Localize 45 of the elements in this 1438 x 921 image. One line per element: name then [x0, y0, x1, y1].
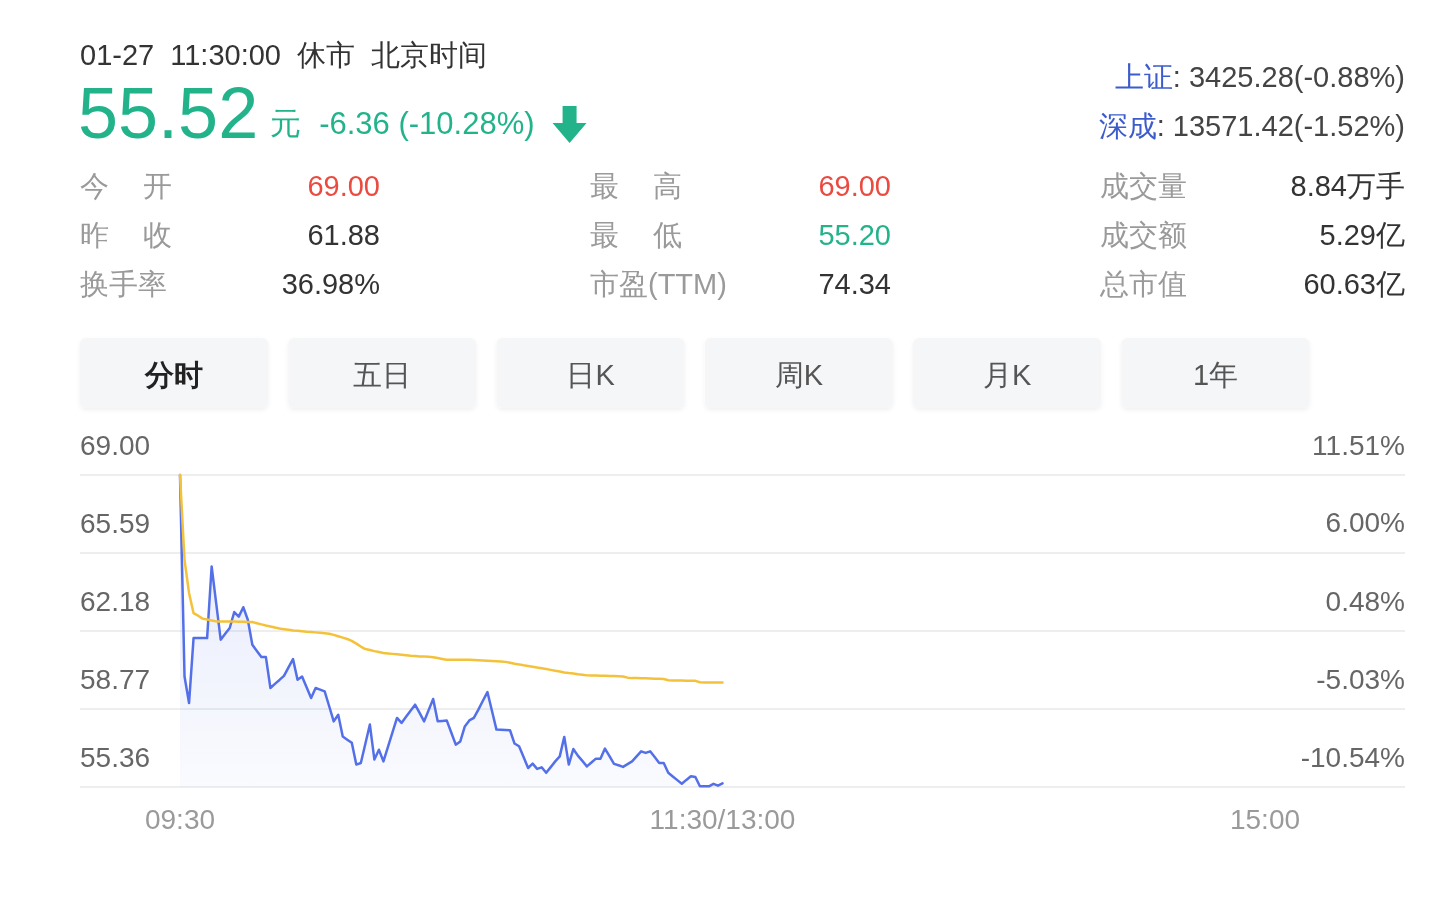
- text: 成交量: [1100, 170, 1187, 202]
- text: 36.98%: [281, 268, 380, 300]
- text: 分时: [144, 359, 203, 391]
- text: 换手率: [80, 268, 167, 300]
- text: 周K: [774, 359, 824, 391]
- text: 总市值: [1099, 268, 1187, 300]
- y-tick-label: 58.77: [80, 663, 151, 695]
- text: 1年: [1192, 359, 1239, 391]
- text: -6.36 (-10.28%): [319, 105, 535, 141]
- text: 五日: [353, 359, 412, 391]
- x-tick-label: 15:00: [1229, 803, 1301, 835]
- text: 55.52: [78, 73, 259, 153]
- y2-tick-label: -5.03%: [1316, 663, 1405, 695]
- text: 8.84万手: [1290, 170, 1405, 202]
- y2-tick-label: -10.54%: [1300, 741, 1405, 773]
- text: : 13571.42(-1.52%): [1156, 110, 1405, 142]
- text: 55.20: [818, 219, 891, 251]
- text: 最 高: [590, 170, 683, 202]
- y-tick-label: 55.36: [80, 741, 151, 773]
- y-tick-label: 62.18: [80, 585, 151, 617]
- text: 5.29亿: [1319, 219, 1405, 251]
- y2-tick-label: 0.48%: [1325, 585, 1405, 617]
- text: 69.00: [307, 170, 380, 202]
- text: 今 开: [80, 170, 173, 202]
- text: 60.63亿: [1303, 268, 1405, 300]
- text: 上证: [1114, 61, 1173, 93]
- y2-tick-label: 11.51%: [1312, 429, 1405, 461]
- y-tick-label: 65.59: [80, 507, 151, 539]
- text: 元: [270, 105, 302, 141]
- text: 昨 收: [80, 219, 173, 251]
- text: 日K: [566, 359, 616, 391]
- text: 市盈(TTM): [590, 268, 727, 300]
- y-tick-label: 69.00: [80, 429, 151, 461]
- text: 61.88: [307, 219, 380, 251]
- x-tick-label: 11:30/13:00: [649, 803, 796, 835]
- chart-title: 01-27 11:30:00 休市 北京时间: [80, 39, 488, 71]
- x-tick-label: 09:30: [144, 803, 216, 835]
- text: : 3425.28(-0.88%): [1172, 61, 1405, 93]
- text: 月K: [983, 359, 1033, 391]
- text: 成交额: [1100, 219, 1187, 251]
- text: 深成: [1098, 110, 1157, 142]
- text: 74.34: [818, 268, 891, 300]
- y2-tick-label: 6.00%: [1325, 507, 1405, 539]
- text: 最 低: [590, 219, 683, 251]
- text: 69.00: [818, 170, 891, 202]
